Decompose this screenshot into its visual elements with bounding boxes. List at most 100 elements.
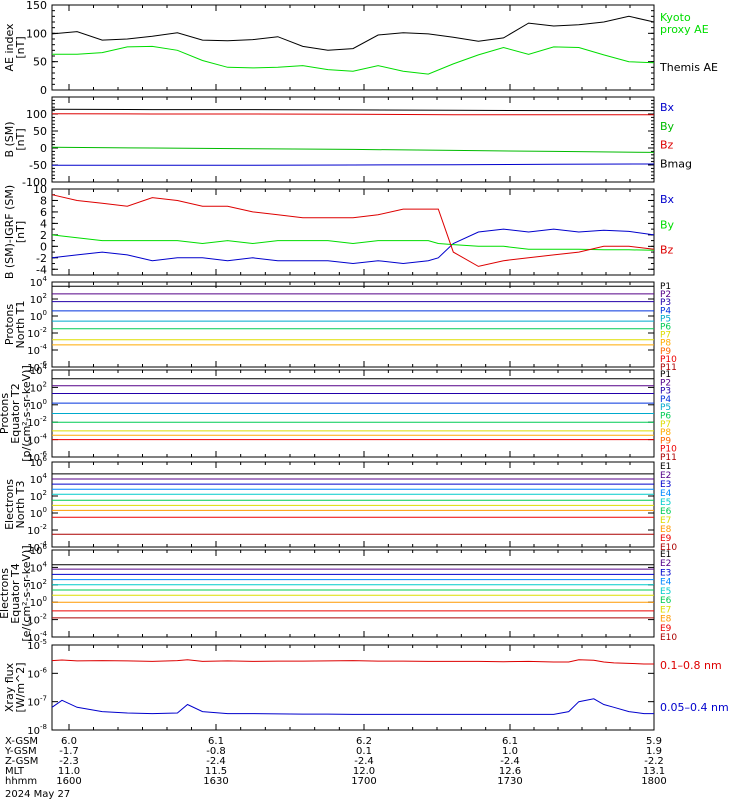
y-tick-exponent: -4 bbox=[40, 433, 48, 441]
legend-entry-line: Kyoto bbox=[660, 11, 691, 24]
legend-entry: Themis AE bbox=[659, 61, 718, 74]
series-line-0-1-0-8-nm bbox=[51, 659, 654, 665]
series-line-bx bbox=[51, 228, 655, 265]
y-tick-label: 0 bbox=[40, 142, 47, 155]
y-tick-label: 10-2 bbox=[27, 523, 47, 537]
time-axis-value: -2.2 bbox=[644, 756, 664, 767]
time-axis-value: 12.0 bbox=[353, 766, 375, 777]
series-line-kyoto-proxy-ae bbox=[52, 45, 655, 75]
y-tick-exponent: -4 bbox=[40, 540, 48, 548]
y-tick-label: 106 bbox=[30, 455, 48, 469]
y-tick-exponent: 2 bbox=[43, 489, 47, 497]
y-tick-exponent: -5 bbox=[40, 638, 47, 646]
y-tick-exponent: -2 bbox=[40, 523, 47, 531]
series-line-bz bbox=[51, 194, 655, 267]
panel-2: -100 -50 0 50 100 B (SM)[nT] Bx By Bz Bmag bbox=[3, 96, 692, 189]
y-tick-exponent: 4 bbox=[43, 363, 48, 371]
y-tick-label: -2 bbox=[36, 252, 47, 265]
y-tick-label: 100 bbox=[26, 108, 47, 121]
y-tick-exponent: 0 bbox=[43, 398, 47, 406]
y-tick-label: 2 bbox=[40, 229, 47, 242]
series-line-bz bbox=[51, 113, 654, 116]
y-axis-label: [nT] bbox=[14, 128, 27, 150]
y-tick-exponent: -6 bbox=[40, 666, 48, 674]
legend-entry: P10 bbox=[660, 355, 677, 365]
y-tick-label: 10-7 bbox=[27, 695, 47, 709]
time-axis-value: 1800 bbox=[641, 776, 666, 787]
y-tick-label: 10-2 bbox=[27, 326, 47, 340]
time-axis-value: 6.0 bbox=[61, 736, 77, 747]
legend-entry: P8 bbox=[660, 428, 671, 438]
y-tick-label: 6 bbox=[40, 206, 47, 219]
legend-entry: E9 bbox=[660, 624, 672, 634]
legend-entry: E8 bbox=[660, 615, 672, 625]
y-tick-exponent: 4 bbox=[43, 275, 48, 283]
time-axis-row-label: X-GSM bbox=[5, 736, 38, 747]
legend-entry: Bx bbox=[660, 193, 675, 206]
legend-entry: E3 bbox=[660, 568, 671, 578]
y-axis-label: Electrons bbox=[0, 568, 11, 619]
y-axis-label: Equator T2 bbox=[9, 383, 22, 443]
y-tick-label: 4 bbox=[40, 217, 47, 230]
legend-entry: E1 bbox=[660, 550, 671, 560]
legend-entry: E7 bbox=[660, 516, 671, 526]
legend-entry: P3 bbox=[660, 298, 671, 308]
y-tick-exponent: -2 bbox=[40, 415, 47, 423]
panel-frame bbox=[51, 4, 655, 91]
legend-entry: P7 bbox=[660, 331, 671, 341]
y-tick-exponent: 6 bbox=[43, 543, 48, 551]
legend-entry: E8 bbox=[660, 525, 672, 535]
time-axis-value: -2.3 bbox=[59, 756, 79, 767]
legend-entry: P10 bbox=[660, 445, 677, 455]
y-axis-label: Protons bbox=[0, 393, 11, 434]
y-tick-label: -100 bbox=[22, 176, 47, 189]
y-tick-label: 8 bbox=[40, 194, 47, 207]
legend-entry: E9 bbox=[660, 534, 672, 544]
y-tick-exponent: 0 bbox=[43, 506, 47, 514]
legend-entry: P6 bbox=[660, 323, 671, 333]
panel-frame bbox=[51, 461, 655, 548]
y-axis-label: [e/(cm²-s-sr-keV)] bbox=[20, 545, 33, 641]
y-tick-label: 100 bbox=[26, 27, 47, 40]
y-tick-label: -50 bbox=[29, 159, 47, 172]
time-axis-value: -2.4 bbox=[500, 756, 520, 767]
series-line-by bbox=[51, 234, 655, 251]
y-axis-label: B (SM)-IGRF (SM) bbox=[3, 185, 16, 279]
y-tick-label: 10-6 bbox=[27, 666, 47, 680]
legend-entry: E4 bbox=[660, 578, 672, 588]
time-axis-value: -2.4 bbox=[354, 756, 374, 767]
y-tick-exponent: -7 bbox=[40, 695, 47, 703]
legend-entry: Bx bbox=[660, 101, 675, 114]
legend-entry: P1 bbox=[660, 282, 671, 292]
y-tick-exponent: -2 bbox=[40, 326, 47, 334]
y-tick-exponent: 6 bbox=[43, 455, 48, 463]
legend-entry: E10 bbox=[660, 543, 677, 553]
time-axis-value: 1630 bbox=[203, 776, 228, 787]
date-label: 2024 May 27 bbox=[5, 789, 70, 800]
time-axis-row-label: hhmm bbox=[5, 776, 37, 787]
y-tick-label: 50 bbox=[33, 125, 47, 138]
time-axis-value: 11.0 bbox=[58, 766, 80, 777]
panel-frame bbox=[51, 96, 655, 183]
y-axis-label: Equator T4 bbox=[9, 563, 22, 623]
time-axis-value: 6.1 bbox=[502, 736, 518, 747]
series-line-themis-ae bbox=[51, 15, 655, 51]
y-tick-label: 0 bbox=[40, 84, 47, 97]
y-tick-exponent: 4 bbox=[43, 560, 48, 568]
legend-entry: E10 bbox=[660, 633, 677, 643]
series-line-bx bbox=[52, 163, 655, 166]
legend-entry: E5 bbox=[660, 498, 671, 508]
legend-entry: P7 bbox=[660, 420, 671, 430]
time-axis-row-label: Y-GSM bbox=[4, 746, 37, 757]
y-tick-exponent: -8 bbox=[40, 723, 47, 731]
time-axis-row-label: Z-GSM bbox=[5, 756, 38, 767]
legend-entry: P6 bbox=[660, 412, 671, 422]
time-axis-value: -0.8 bbox=[206, 746, 226, 757]
y-axis-label: [nT] bbox=[14, 221, 27, 243]
y-tick-label: 104 bbox=[30, 275, 48, 289]
panel-frame bbox=[51, 188, 655, 276]
legend-entry: E4 bbox=[660, 489, 672, 499]
legend-entry: E6 bbox=[660, 507, 672, 517]
